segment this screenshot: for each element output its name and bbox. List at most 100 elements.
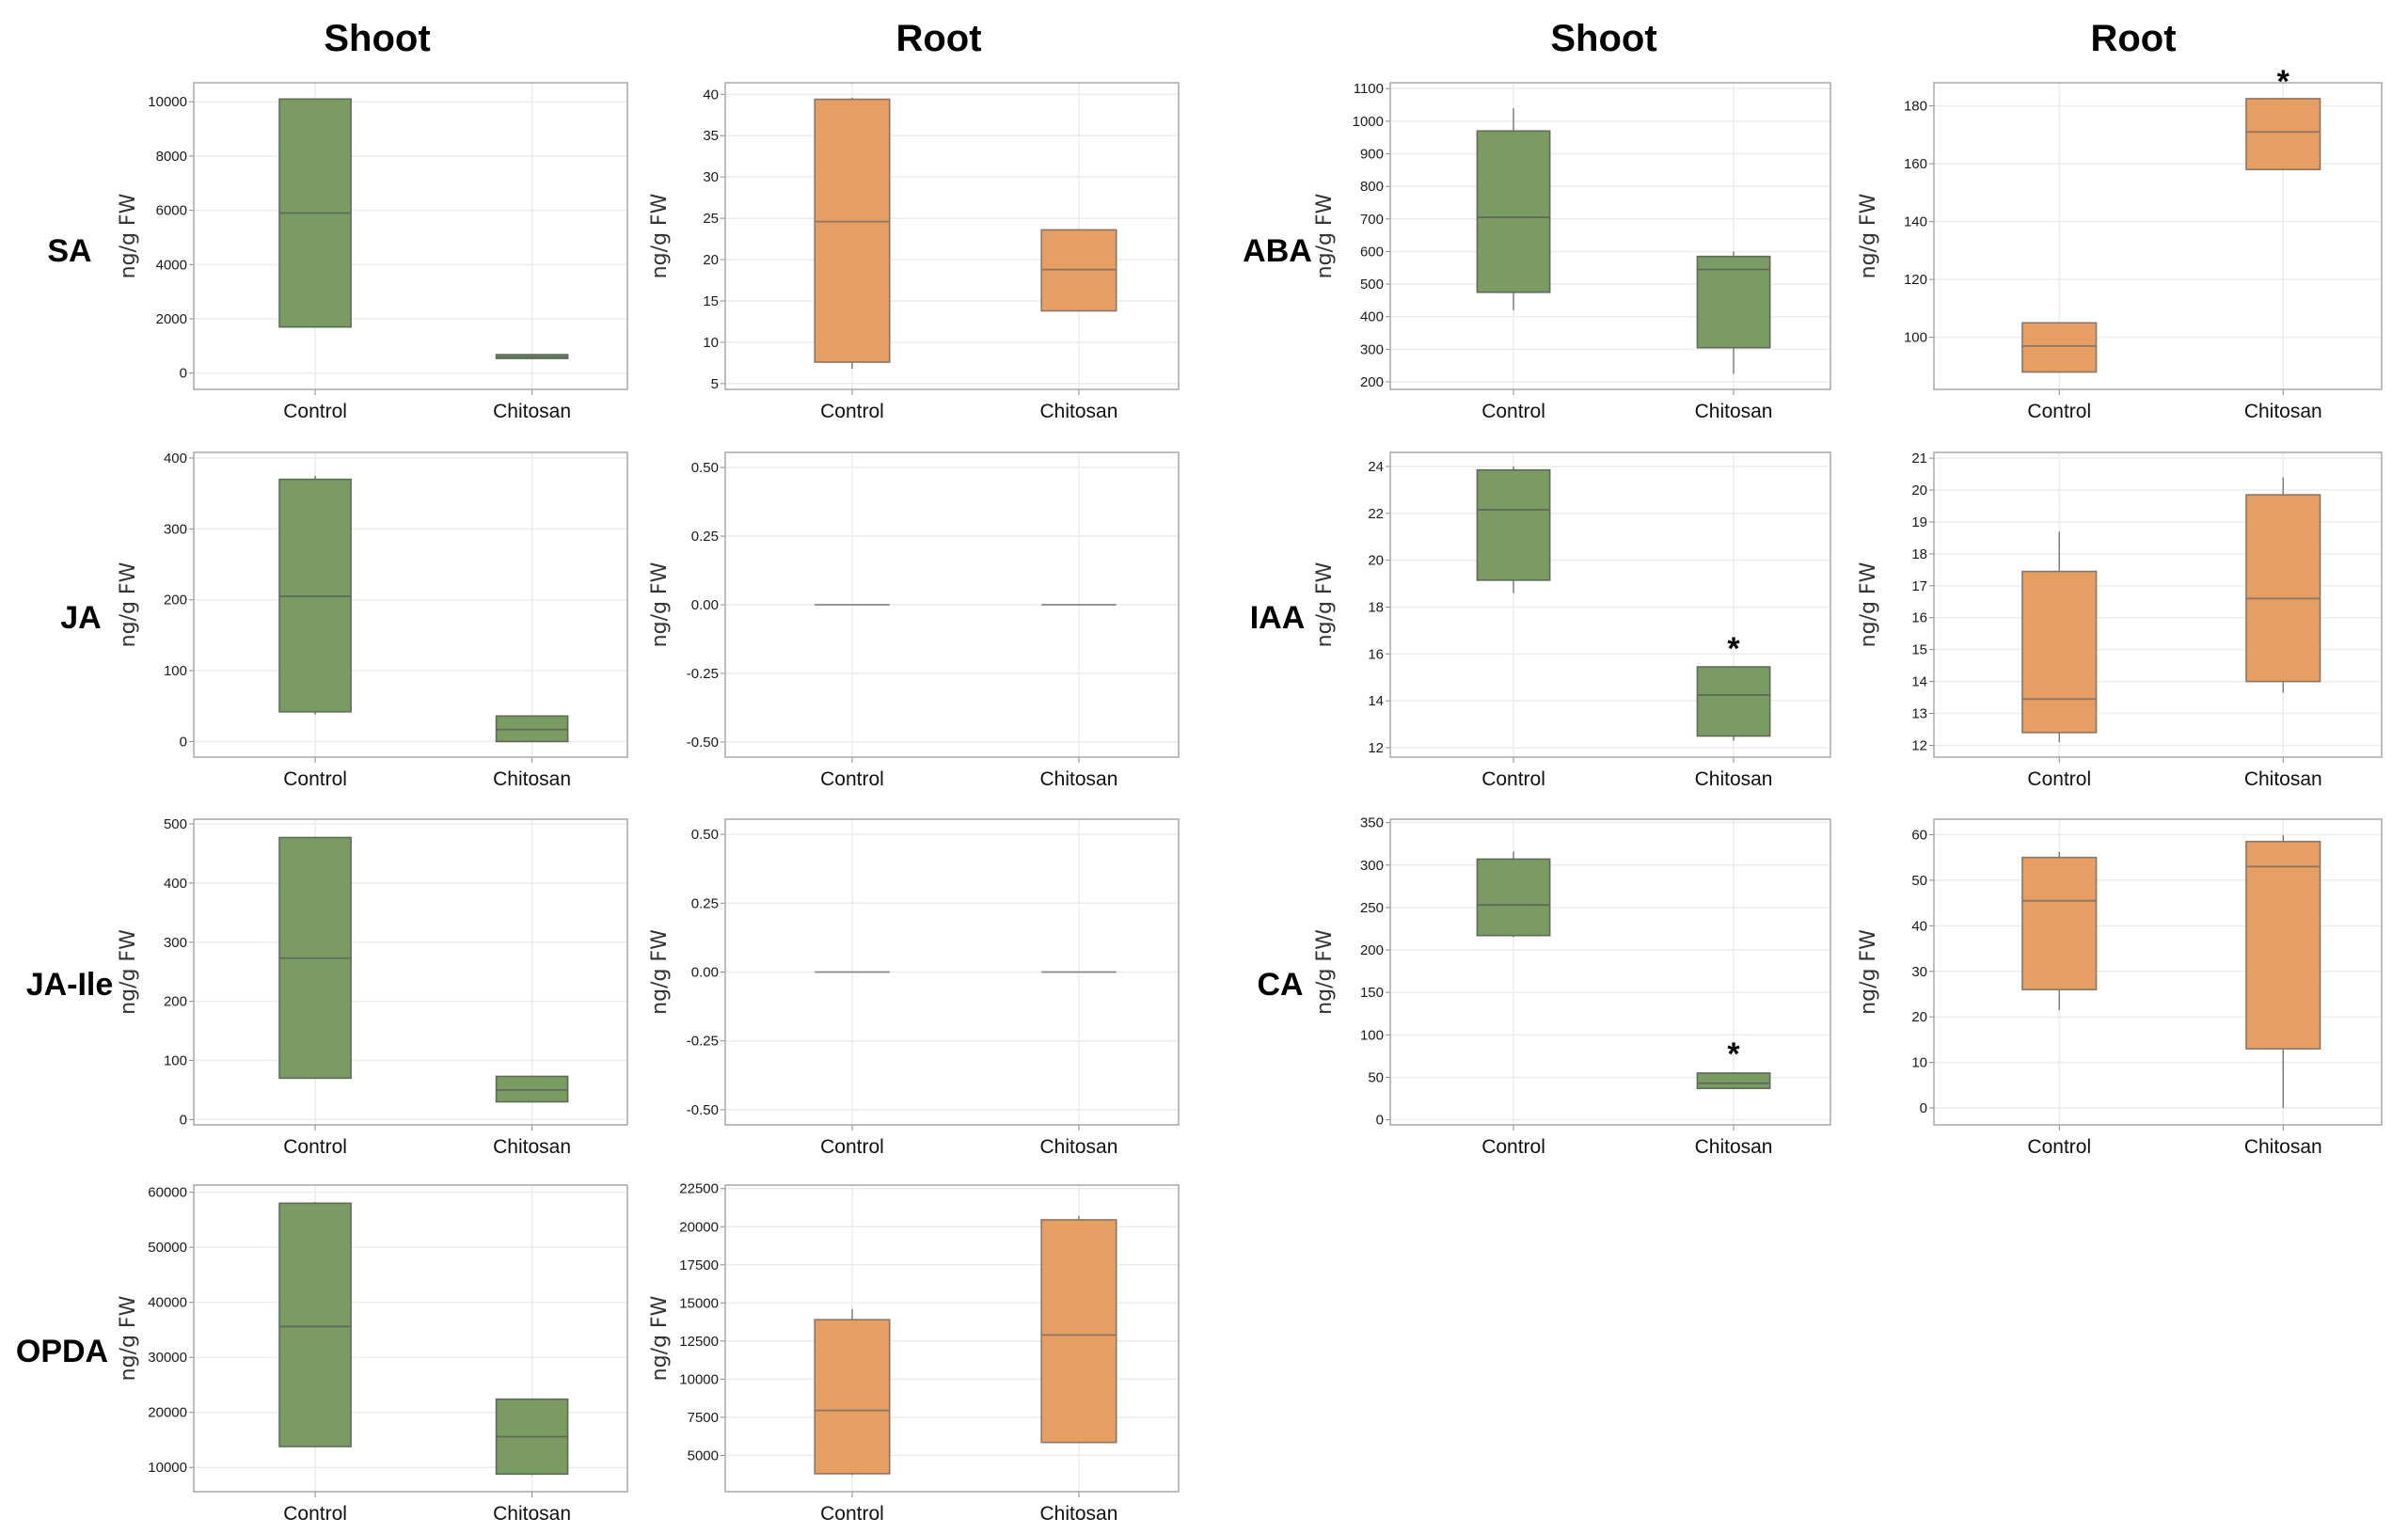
- box-control: [1476, 851, 1551, 938]
- y-tick-label: 14: [1911, 674, 1927, 690]
- panel-iaa-shoot: 12 14 16 18 20 22 24 ng/g FW Control Chitosan *: [1313, 451, 1831, 790]
- y-tick-label: -0.50: [687, 1102, 719, 1118]
- y-tick-label: 100: [164, 663, 187, 679]
- box-control: [278, 1202, 352, 1447]
- y-axis-label: ng/g FW: [117, 1295, 140, 1381]
- x-tick-label: Control: [820, 768, 884, 790]
- y-tick-label: 0.00: [691, 597, 719, 613]
- x-tick-label: Chitosan: [493, 401, 571, 422]
- y-tick-label: 0.50: [691, 460, 719, 476]
- y-tick-label: 20000: [148, 1405, 187, 1421]
- y-tick-label: 50: [1911, 873, 1927, 889]
- y-axis-label: ng/g FW: [1313, 929, 1337, 1015]
- y-tick-label: 400: [1360, 309, 1384, 325]
- y-tick-label: 8000: [156, 149, 187, 165]
- plot-area: [194, 819, 627, 1125]
- y-tick-label: 20: [1911, 1009, 1927, 1025]
- y-axis-label: ng/g FW: [648, 193, 672, 278]
- y-tick-label: 30000: [148, 1350, 187, 1366]
- y-tick-label: 300: [164, 935, 187, 951]
- x-tick-label: Control: [2027, 1136, 2091, 1158]
- plot-frame: [1389, 818, 1831, 1126]
- x-tick-label: Chitosan: [1695, 1136, 1773, 1158]
- box-iqr: [1476, 858, 1551, 937]
- y-tick-label: 13: [1911, 706, 1927, 722]
- y-axis-label: ng/g FW: [1857, 193, 1880, 278]
- y-tick-label: 0: [180, 734, 187, 750]
- y-tick-label: 25: [703, 211, 719, 227]
- y-tick-label: 250: [1360, 900, 1384, 916]
- plot-frame: [193, 451, 628, 758]
- box-control: [814, 1308, 891, 1476]
- box-control: [278, 98, 352, 328]
- y-tick-label: 140: [1904, 214, 1927, 230]
- x-tick-label: Chitosan: [1040, 768, 1118, 790]
- y-tick-label: 800: [1360, 179, 1384, 195]
- column-title-root-2: Root: [2090, 18, 2176, 59]
- box-iqr: [1476, 468, 1551, 581]
- box-control: [2021, 531, 2098, 743]
- y-tick-label: 10: [1911, 1055, 1927, 1071]
- y-tick-label: 5: [711, 376, 719, 392]
- x-tick-label: Control: [1481, 1136, 1545, 1158]
- y-axis-label: ng/g FW: [117, 193, 140, 278]
- column-title-root-1: Root: [895, 18, 981, 59]
- box-iqr: [1696, 1072, 1771, 1089]
- box-iqr: [1696, 666, 1771, 737]
- y-tick-label: 0.00: [691, 965, 719, 981]
- box-iqr: [495, 1075, 569, 1103]
- x-tick-label: Chitosan: [2244, 401, 2322, 422]
- plot-frame: [1933, 818, 2383, 1126]
- panel-opda-root: 5000 7500 10000 12500 15000 17500 20000 22500 ng…: [648, 1181, 1180, 1525]
- y-tick-label: 300: [1360, 858, 1384, 874]
- box-chitosan: [2245, 834, 2321, 1109]
- y-tick-label: 16: [1368, 646, 1384, 662]
- y-tick-label: 500: [1360, 277, 1384, 293]
- x-tick-label: Control: [2027, 401, 2091, 422]
- y-tick-label: 20: [1368, 553, 1384, 569]
- y-tick-label: 100: [1904, 330, 1927, 346]
- plot-area: [194, 83, 627, 389]
- panel-ja-shoot: 0 100 200 300 400 ng/g FW Control Chitosan: [117, 451, 628, 790]
- y-tick-label: 50000: [148, 1240, 187, 1256]
- x-tick-label: Control: [283, 1503, 347, 1525]
- panel-ca-root: 0 10 20 30 40 50 60 ng/g FW Control Chitosan: [1857, 818, 2383, 1158]
- plot-frame: [724, 451, 1180, 758]
- plot-frame: [1389, 451, 1831, 758]
- box-control: [2021, 322, 2098, 373]
- y-tick-label: -0.50: [687, 735, 719, 751]
- panel-jaile-shoot: 0 100 200 300 400 500 ng/g FW Control Chitosan: [117, 816, 628, 1158]
- box-chitosan: [1696, 666, 1771, 741]
- x-tick-label: Control: [820, 401, 884, 422]
- y-tick-label: 300: [1360, 341, 1384, 357]
- y-tick-label: 17500: [679, 1257, 719, 1273]
- y-axis-label: ng/g FW: [1313, 193, 1337, 278]
- x-tick-label: Control: [1481, 768, 1545, 790]
- y-tick-label: 200: [164, 994, 187, 1010]
- plot-frame: [1933, 451, 2383, 758]
- y-tick-label: 100: [164, 1052, 187, 1068]
- y-tick-label: 60: [1911, 827, 1927, 843]
- panel-aba-root: 100 120 140 160 180 ng/g FW Control Chitosan *: [1857, 64, 2383, 422]
- box-chitosan: [1696, 251, 1771, 374]
- y-tick-label: 120: [1904, 272, 1927, 288]
- x-tick-label: Chitosan: [493, 1503, 571, 1525]
- y-tick-label: 16: [1911, 610, 1927, 626]
- plot-frame: [193, 1184, 628, 1493]
- y-tick-label: 40000: [148, 1295, 187, 1311]
- y-tick-label: 15: [703, 293, 719, 309]
- y-tick-label: 160: [1904, 156, 1927, 172]
- box-chitosan: [2245, 477, 2321, 693]
- y-tick-label: 15: [1911, 642, 1927, 658]
- x-tick-label: Chitosan: [1695, 401, 1773, 422]
- x-tick-label: Control: [820, 1503, 884, 1525]
- y-tick-label: 17: [1911, 578, 1927, 594]
- y-tick-label: 2000: [156, 311, 187, 327]
- box-iqr: [2245, 840, 2321, 1050]
- y-tick-label: 22500: [679, 1181, 719, 1197]
- column-title-shoot-1: Shoot: [324, 18, 430, 59]
- y-tick-label: 600: [1360, 244, 1384, 260]
- box-iqr: [2021, 322, 2098, 373]
- x-tick-label: Chitosan: [2244, 768, 2322, 790]
